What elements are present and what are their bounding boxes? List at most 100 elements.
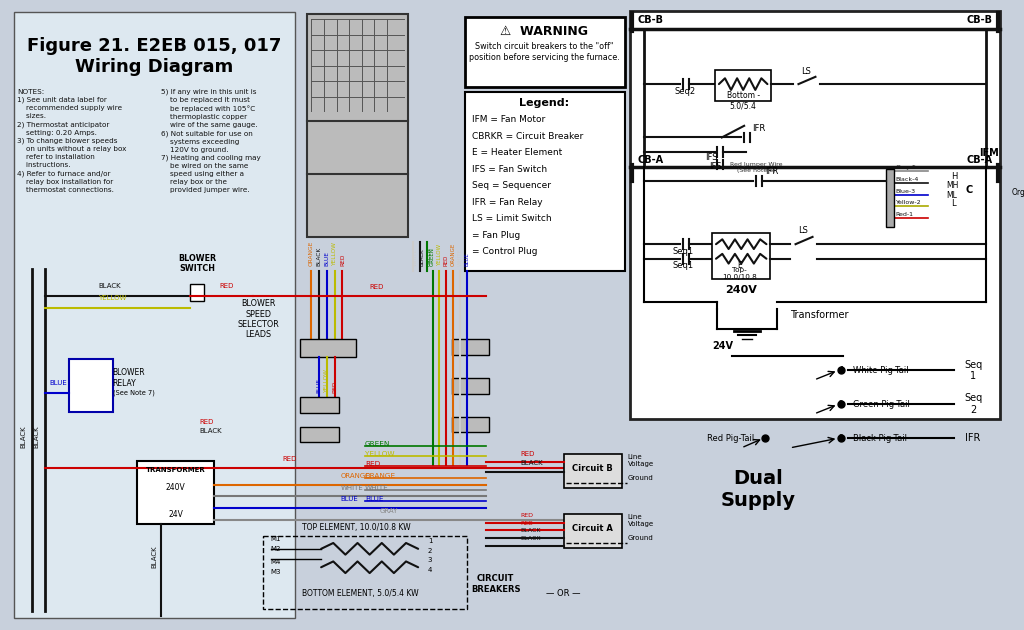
Text: Blue-3: Blue-3 <box>895 189 915 194</box>
FancyBboxPatch shape <box>630 11 1000 419</box>
Circle shape <box>336 175 384 223</box>
FancyBboxPatch shape <box>453 378 489 394</box>
Text: 1: 1 <box>839 366 844 375</box>
Text: WHITE: WHITE <box>365 484 388 491</box>
Text: IFM = Fan Motor: IFM = Fan Motor <box>472 115 546 124</box>
Text: Figure 21. E2EB 015, 017: Figure 21. E2EB 015, 017 <box>27 37 282 55</box>
Text: H: H <box>951 172 957 181</box>
Text: BLUE: BLUE <box>325 251 330 266</box>
Text: IFS: IFS <box>706 152 718 162</box>
Text: CB-B: CB-B <box>967 15 992 25</box>
Circle shape <box>85 380 91 386</box>
Text: ORANGE: ORANGE <box>341 473 370 479</box>
Text: 2: 2 <box>428 547 432 554</box>
Text: CIRCUIT
BREAKERS: CIRCUIT BREAKERS <box>471 574 520 593</box>
Text: RED: RED <box>365 462 380 467</box>
Text: RED: RED <box>520 520 534 525</box>
Text: Seq
2: Seq 2 <box>964 394 982 415</box>
Text: E = Heater Element: E = Heater Element <box>472 148 563 157</box>
Text: CB-B: CB-B <box>637 15 664 25</box>
Text: IFR = Fan Relay: IFR = Fan Relay <box>472 198 543 207</box>
Text: 3: 3 <box>428 558 432 563</box>
Circle shape <box>835 432 848 445</box>
FancyBboxPatch shape <box>465 92 625 272</box>
Text: BLUE: BLUE <box>316 377 322 392</box>
Text: WHITE: WHITE <box>413 248 418 266</box>
Text: ORANGE: ORANGE <box>451 243 456 266</box>
Text: Seq = Sequencer: Seq = Sequencer <box>472 181 552 190</box>
Circle shape <box>303 430 310 438</box>
Text: LS: LS <box>802 67 811 76</box>
Circle shape <box>335 344 342 352</box>
Text: IFR: IFR <box>766 168 778 176</box>
FancyBboxPatch shape <box>453 339 489 355</box>
Circle shape <box>85 365 91 371</box>
Circle shape <box>466 421 473 428</box>
Text: Black-4: Black-4 <box>895 177 919 182</box>
Text: M4: M4 <box>270 559 281 565</box>
Text: Switch circuit breakers to the "off"
position before servicing the furnace.: Switch circuit breakers to the "off" pos… <box>469 42 620 62</box>
Circle shape <box>71 394 77 401</box>
Text: MH: MH <box>946 181 958 190</box>
Text: YELLOW: YELLOW <box>437 244 442 266</box>
Text: BLUE: BLUE <box>49 380 68 386</box>
Text: YELLOW: YELLOW <box>332 243 337 266</box>
Text: Top-
10.0/10.8: Top- 10.0/10.8 <box>722 268 757 280</box>
Circle shape <box>466 382 473 390</box>
Circle shape <box>455 421 463 428</box>
Text: L: L <box>951 199 956 209</box>
Circle shape <box>455 343 463 351</box>
FancyBboxPatch shape <box>715 69 771 101</box>
Text: BOTTOM ELEMENT, 5.0/5.4 KW: BOTTOM ELEMENT, 5.0/5.4 KW <box>302 589 419 598</box>
Text: Seq1: Seq1 <box>673 261 693 270</box>
Text: = Control Plug: = Control Plug <box>472 247 538 256</box>
Text: (See Note 7): (See Note 7) <box>113 390 155 396</box>
Circle shape <box>345 344 353 352</box>
Text: RED: RED <box>332 381 337 392</box>
FancyBboxPatch shape <box>306 14 409 238</box>
Text: BLACK: BLACK <box>316 247 322 266</box>
Text: Red Jumper Wire
(See note 6): Red Jumper Wire (See note 6) <box>729 162 782 173</box>
Text: = Fan Plug: = Fan Plug <box>472 231 521 239</box>
Text: M2: M2 <box>270 546 281 552</box>
Text: BLOWER
RELAY: BLOWER RELAY <box>113 369 145 387</box>
Circle shape <box>352 191 368 207</box>
Circle shape <box>835 398 848 411</box>
Text: BLACK: BLACK <box>33 425 39 447</box>
Text: YELLOW: YELLOW <box>325 369 330 392</box>
Text: Seq
1: Seq 1 <box>964 360 982 381</box>
Text: Circuit A: Circuit A <box>572 524 613 533</box>
Text: RED: RED <box>443 255 449 266</box>
Circle shape <box>313 401 322 409</box>
Text: Legend:: Legend: <box>519 98 569 108</box>
Text: Seq2: Seq2 <box>674 87 695 96</box>
Text: Circuit B: Circuit B <box>572 464 613 472</box>
Text: Ground: Ground <box>628 475 653 481</box>
Text: Green Pig-Tail: Green Pig-Tail <box>853 400 909 409</box>
Text: Line
Voltage: Line Voltage <box>628 514 654 527</box>
Text: 24V: 24V <box>712 341 733 351</box>
Text: Grey-5: Grey-5 <box>895 166 916 171</box>
Text: BLUE: BLUE <box>365 496 383 503</box>
Text: Line
Voltage: Line Voltage <box>628 454 654 467</box>
Circle shape <box>324 344 332 352</box>
Circle shape <box>324 430 332 438</box>
FancyBboxPatch shape <box>300 427 339 442</box>
Text: BLACK: BLACK <box>98 283 121 289</box>
FancyBboxPatch shape <box>13 13 295 617</box>
Text: Black Pig-Tail: Black Pig-Tail <box>853 433 907 443</box>
Circle shape <box>835 364 848 377</box>
Text: BLACK: BLACK <box>152 546 158 568</box>
Text: RED: RED <box>219 283 233 289</box>
FancyBboxPatch shape <box>137 461 214 524</box>
Text: 1: 1 <box>428 538 432 544</box>
Text: Red Pig-Tail: Red Pig-Tail <box>708 433 755 443</box>
Text: RED: RED <box>340 254 345 266</box>
Circle shape <box>476 382 484 390</box>
Circle shape <box>466 343 473 351</box>
Text: GREEN: GREEN <box>426 248 431 266</box>
Circle shape <box>313 344 322 352</box>
FancyBboxPatch shape <box>69 358 113 412</box>
FancyBboxPatch shape <box>300 339 356 357</box>
Text: 2: 2 <box>839 400 844 409</box>
